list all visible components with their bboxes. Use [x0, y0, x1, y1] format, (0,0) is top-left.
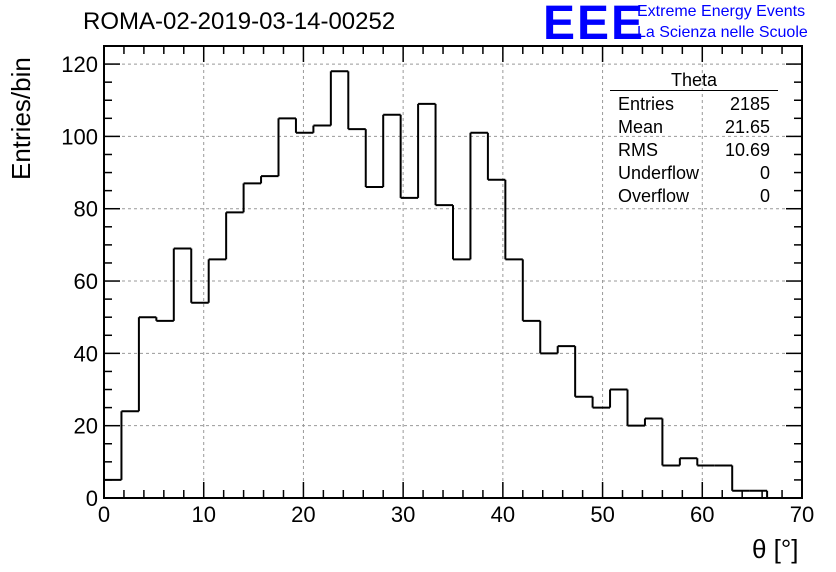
histogram-bin: [294, 118, 314, 134]
stats-row-overflow: Overflow 0: [610, 185, 778, 208]
y-tick-label: 20: [74, 414, 98, 439]
histogram-bin: [661, 418, 680, 467]
histogram-bin: [574, 346, 593, 398]
histogram-bin: [417, 102, 436, 198]
stats-value: 21.65: [724, 117, 770, 137]
histogram-bin: [242, 182, 262, 213]
histogram-bin: [347, 71, 366, 131]
stats-row-underflow: Underflow 0: [610, 162, 778, 185]
histogram-bin: [626, 389, 645, 427]
x-tick-label: 10: [191, 502, 215, 527]
x-axis-label: θ [°]: [752, 534, 799, 564]
histogram-bars: [103, 70, 802, 499]
histogram-bin: [155, 317, 174, 322]
histogram-bin: [609, 388, 628, 408]
logo-line-2: La Scienza nelle Scuole: [637, 24, 808, 41]
histogram-bin: [277, 117, 296, 177]
eee-logo: EEE: [543, 0, 646, 50]
histogram-bin: [696, 458, 715, 467]
histogram-bin: [364, 129, 384, 189]
y-tick-labels: 0 20 40 60 80 100 120: [61, 52, 98, 511]
histogram-bin: [207, 258, 227, 303]
stats-value: 0: [759, 163, 770, 183]
chart-title: ROMA-02-2019-03-14-00252: [83, 8, 396, 35]
stats-label: Overflow: [618, 186, 690, 206]
histogram-bin: [312, 124, 331, 133]
stats-label: Underflow: [618, 163, 700, 183]
x-tick-labels: 0 10 20 30 40 50 60 70: [98, 502, 814, 527]
y-tick-label: 0: [86, 486, 98, 511]
x-tick-label: 20: [291, 502, 315, 527]
histogram-bin: [486, 132, 506, 181]
histogram-bin: [434, 103, 453, 207]
histogram-bin: [731, 465, 750, 492]
histogram-bin: [556, 345, 576, 354]
stats-title: Theta: [670, 70, 718, 90]
histogram-bin: [329, 70, 349, 126]
x-tick-label: 50: [590, 502, 614, 527]
histogram-bin: [137, 316, 157, 412]
histogram-bin: [591, 396, 611, 409]
axis-ticks: [103, 45, 803, 499]
histogram-bin: [452, 205, 471, 261]
y-tick-label: 40: [74, 341, 98, 366]
histogram-bin: [190, 248, 209, 304]
histogram-bin: [469, 131, 488, 260]
histogram-bin: [678, 457, 698, 466]
stats-value: 0: [759, 186, 770, 206]
y-tick-label: 120: [61, 52, 98, 77]
stats-label: Entries: [618, 94, 675, 114]
y-tick-label: 60: [74, 269, 98, 294]
stats-value: 10.69: [724, 140, 770, 160]
y-tick-label: 100: [61, 124, 98, 149]
x-tick-label: 70: [790, 502, 814, 527]
histogram-bin: [172, 247, 192, 321]
histogram-bin: [260, 175, 279, 184]
plot-frame: [103, 45, 803, 499]
histogram-bin: [225, 211, 244, 260]
stats-label: Mean: [618, 117, 664, 137]
stats-row-rms: RMS 10.69: [610, 139, 778, 162]
x-tick-label: 40: [491, 502, 515, 527]
y-tick-label: 80: [74, 197, 98, 222]
histogram-bin: [521, 259, 541, 322]
x-tick-label: 0: [98, 502, 110, 527]
y-axis-label: Entries/bin: [6, 57, 36, 180]
stats-label: RMS: [618, 140, 658, 160]
x-tick-label: 60: [690, 502, 714, 527]
stats-row-entries: Entries 2185: [610, 93, 778, 116]
stats-value: 2185: [729, 94, 770, 114]
histogram-bin: [103, 478, 122, 498]
histogram-bin: [382, 113, 401, 188]
histogram-bin: [643, 417, 663, 426]
stats-row-mean: Mean 21.65: [610, 116, 778, 139]
logo-line-1: Extreme Energy Events: [637, 3, 806, 20]
stats-box: Theta Entries 2185 Mean 21.65 RMS 10.69 …: [610, 70, 778, 208]
x-tick-label: 30: [391, 502, 415, 527]
histogram-bin: [504, 179, 523, 261]
histogram-bin: [120, 410, 139, 480]
stats-divider: [610, 90, 778, 91]
histogram-bin: [399, 114, 419, 199]
histogram-bin: [539, 320, 558, 355]
